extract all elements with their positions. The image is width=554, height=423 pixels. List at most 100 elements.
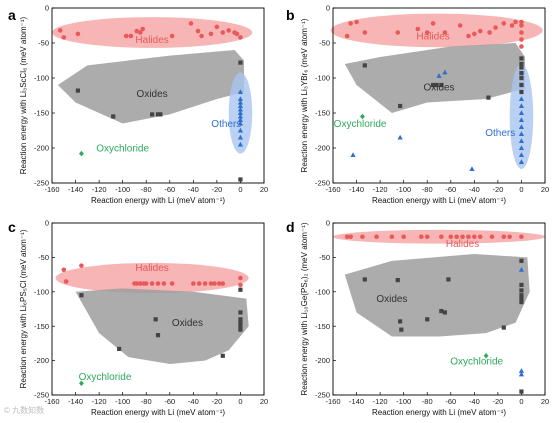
x-tick-label: -160 [325,185,340,194]
x-axis-label: Reaction energy with Li (meV atom⁻¹) [91,196,225,205]
halides-point [454,234,459,240]
halides-point [188,21,194,26]
halides-point [238,35,243,40]
oxides-point [238,310,243,315]
oxychloride-point [360,113,365,120]
y-axis-label: Reaction energy with Li₃ScCl₆ (meV atom⁻… [19,16,28,174]
oxides-point [519,389,524,394]
others-point [237,117,244,122]
annotation-halides: Halides [416,32,449,43]
y-axis-label: Reaction energy with Li₃YBr₆ (meV atom⁻¹… [300,18,309,172]
panel-a: -160 -140 -120 -100 -80 -60 -40 -20 0 20-250-200-… [8,4,268,205]
oxides-point [519,75,524,81]
x-tick-label: -100 [115,185,130,194]
halides-point [348,234,353,240]
oxides-point [501,325,506,330]
halides-region [55,262,249,294]
oxides-point [431,82,436,88]
y-tick-label: -50 [38,39,49,48]
others-point [237,89,244,94]
halides-region [330,13,543,48]
halides-point [191,281,196,286]
x-tick-label: 20 [260,397,268,406]
halides-point [519,23,524,28]
x-tick-label: -40 [188,397,199,406]
x-tick-label: -40 [469,185,480,194]
x-axis-label: Reaction energy with Li (meV atom⁻¹) [372,408,506,417]
halides-point [195,28,201,34]
panel-label: a [8,7,16,23]
halides-point [442,30,448,35]
oxides-point [519,82,524,88]
annotation-oxychloride: Oxychloride [450,357,503,368]
halides-point [439,234,444,240]
oxides-point [519,89,524,95]
annotation-others: Others [485,128,515,139]
halides-point [415,26,421,32]
oxides-point [153,317,158,322]
others-point [237,106,244,112]
oxides-point [519,282,524,288]
halides-point [348,21,353,26]
others-point [518,152,525,157]
others-point [518,371,525,377]
halides-point [519,19,524,25]
oxides-point [519,56,524,61]
halides-point [75,31,81,37]
x-tick-label: -40 [188,185,199,194]
oxychloride-point [483,352,489,359]
halides-point [238,282,243,288]
halides-point [501,234,507,240]
x-tick-label: 20 [541,185,549,194]
others-point [518,117,525,122]
x-tick-label: 20 [541,397,549,406]
y-tick-label: -100 [34,287,49,296]
oxides-region [75,288,249,365]
halides-region [333,229,545,244]
panel-label: c [8,219,16,235]
x-tick-label: -120 [92,397,107,406]
halides-point [424,234,430,240]
halides-point [430,21,436,26]
oxides-point [519,300,524,305]
others-point [237,141,244,147]
panel-label: d [286,219,295,235]
x-tick-label: -160 [44,185,59,194]
oxides-point [155,333,161,338]
halides-point [424,30,430,35]
x-tick-label: -80 [422,397,433,406]
x-tick-label: -60 [164,397,175,406]
y-tick-label: 0 [326,219,330,228]
y-tick-label: -150 [315,109,330,118]
y-axis-label: Reaction energy with Li₁₀Ge(PS₆)₂ (meV a… [300,222,309,395]
x-tick-label: 20 [260,185,268,194]
oxides-point [439,82,444,88]
halides-point [513,19,518,25]
oxides-point [434,82,439,88]
others-point [518,110,525,115]
halides-point [202,281,208,286]
oxychloride-point [79,380,84,387]
halides-point [208,281,214,286]
x-tick-label: 0 [238,185,242,194]
halides-point [519,44,524,49]
halides-point [472,234,477,240]
oxides-point [442,310,447,315]
halides-point [220,281,226,286]
x-tick-label: -60 [445,397,456,406]
oxides-region [57,50,244,124]
halides-point [140,26,145,32]
others-point [518,96,525,101]
x-axis-label: Reaction energy with Li (meV atom⁻¹) [372,196,506,205]
y-tick-label: -250 [315,179,330,188]
oxides-point [519,61,524,67]
halides-point [138,281,143,286]
x-tick-label: -140 [349,397,364,406]
halides-point [199,33,204,39]
halides-point [220,30,226,35]
others-point [518,138,525,143]
halides-point [134,281,140,286]
x-tick-label: -160 [44,397,59,406]
annotation-halides: Halides [446,239,479,250]
